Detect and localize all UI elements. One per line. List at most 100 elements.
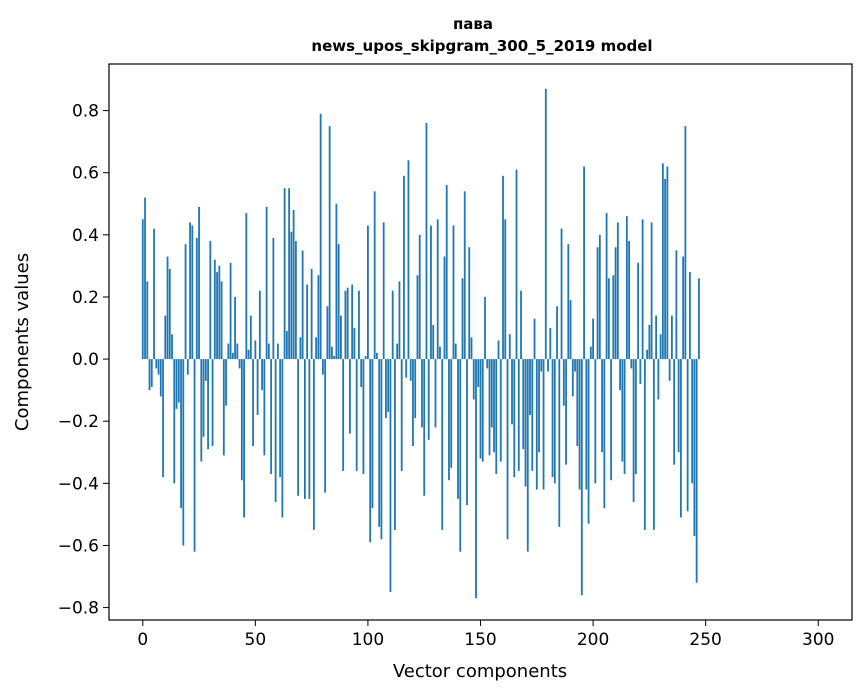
bar	[698, 278, 700, 360]
x-tick-label: 200	[577, 630, 609, 650]
bar	[607, 278, 610, 360]
bar	[657, 359, 660, 400]
bar	[432, 324, 435, 360]
bar	[171, 334, 173, 360]
bar	[517, 359, 520, 471]
bar	[403, 175, 405, 360]
y-tick-label: 0.8	[72, 102, 99, 122]
bar	[261, 359, 263, 391]
bar	[578, 359, 581, 490]
bar	[643, 359, 646, 530]
chart-subtitle: news_upos_skipgram_300_5_2019 model	[311, 37, 652, 55]
bar	[267, 343, 270, 360]
bar	[200, 359, 203, 462]
bar	[574, 359, 576, 372]
bar	[650, 222, 653, 360]
bar	[337, 244, 340, 360]
bar	[493, 359, 495, 453]
bar	[598, 234, 601, 360]
bar	[141, 219, 144, 360]
bar	[369, 359, 372, 543]
bar	[459, 359, 462, 552]
bar	[378, 359, 381, 527]
bar	[614, 247, 617, 360]
bar	[535, 359, 538, 490]
bar	[249, 315, 252, 360]
bar	[220, 281, 223, 360]
bar	[405, 359, 408, 378]
bar	[668, 359, 671, 381]
bar	[153, 228, 155, 360]
bar	[418, 234, 421, 360]
bar	[346, 287, 349, 360]
bar	[288, 188, 291, 360]
bar	[258, 290, 261, 360]
x-tick-label: 250	[689, 630, 721, 650]
bar	[362, 359, 365, 475]
bar	[281, 359, 284, 518]
bar	[204, 359, 207, 381]
bar	[569, 300, 572, 360]
bar	[168, 269, 171, 360]
bar	[162, 359, 164, 478]
bar	[457, 359, 459, 499]
bar	[630, 359, 633, 369]
x-tick-label: 100	[352, 630, 384, 650]
bar	[252, 359, 254, 447]
bar	[222, 359, 225, 456]
bar	[391, 290, 394, 360]
bar	[310, 269, 313, 360]
bar	[225, 359, 227, 406]
bar	[641, 219, 644, 360]
bar	[553, 359, 556, 484]
bar	[452, 225, 455, 360]
bar	[484, 296, 486, 360]
bar	[648, 324, 651, 360]
bar	[371, 359, 374, 509]
bar	[164, 315, 167, 360]
bar	[335, 203, 338, 360]
bar	[540, 359, 543, 372]
bar	[144, 197, 146, 360]
bar	[274, 359, 277, 502]
bar	[605, 213, 608, 360]
bar	[387, 359, 390, 412]
bar	[533, 318, 536, 360]
bar	[373, 191, 376, 360]
bar	[247, 349, 250, 360]
bar	[520, 290, 522, 360]
bars-group	[141, 88, 700, 599]
bar	[628, 241, 630, 360]
bar	[173, 359, 176, 484]
bar	[231, 352, 234, 360]
bar	[333, 355, 336, 360]
bar	[558, 359, 561, 527]
bar	[202, 359, 205, 437]
bar	[148, 359, 151, 391]
bar	[652, 359, 655, 530]
bar	[448, 359, 450, 481]
bar	[412, 359, 414, 447]
bar	[531, 359, 534, 471]
bar	[243, 359, 245, 518]
bar	[646, 349, 649, 360]
bar	[425, 123, 428, 360]
bar	[666, 166, 669, 360]
bar	[353, 328, 356, 360]
bar	[468, 247, 471, 360]
bar	[301, 250, 304, 360]
bar	[382, 222, 385, 360]
bar	[191, 225, 194, 360]
bar	[421, 359, 423, 428]
bar	[511, 359, 513, 425]
bar	[625, 216, 628, 360]
bar	[684, 126, 687, 360]
bar	[146, 281, 149, 360]
bar	[556, 306, 558, 360]
bar	[515, 169, 518, 360]
bar	[407, 160, 410, 360]
bar	[299, 337, 302, 360]
bar	[189, 222, 191, 360]
bar	[331, 346, 333, 360]
bar	[340, 315, 342, 360]
